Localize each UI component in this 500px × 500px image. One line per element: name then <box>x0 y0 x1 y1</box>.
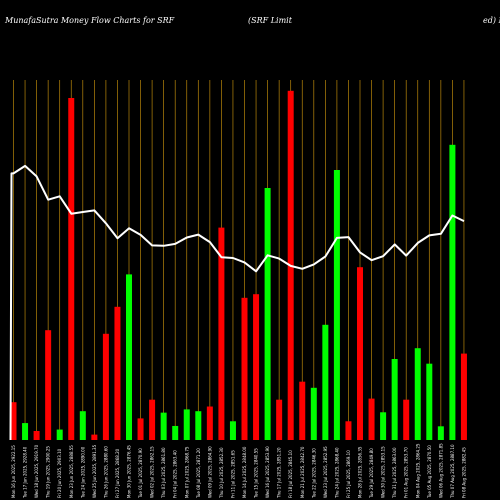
x-tick-label: Tue 05 Aug 2025, 2870.50 <box>427 445 432 499</box>
money-flow-bar <box>426 363 433 440</box>
x-tick-label: Mon 30 Jun 2025, 2876.45 <box>127 445 132 498</box>
x-tick-label: Tue 24 Jun 2025, 2890.00 <box>80 446 85 499</box>
x-tick-label: Fri 18 Jul 2025, 2845.10 <box>288 450 293 498</box>
x-tick-label: Thu 31 Jul 2025, 2863.00 <box>392 447 397 499</box>
x-tick-label: Thu 03 Jul 2025, 2861.80 <box>161 447 166 499</box>
x-tick-label: Thu 17 Jul 2025, 2851.20 <box>277 447 282 499</box>
money-flow-bar <box>449 144 456 441</box>
chart-title: MunafaSutra Money Flow Charts for SRF <box>4 16 175 25</box>
money-flow-bar <box>345 421 352 440</box>
money-flow-bar <box>414 348 421 440</box>
x-tick-label: Fri 04 Jul 2025, 2863.40 <box>173 450 178 498</box>
money-flow-bar <box>137 418 144 440</box>
money-flow-bar <box>183 409 190 440</box>
x-tick-label: Thu 26 Jun 2025, 2880.60 <box>103 446 108 499</box>
company-name: (SRF Limit <box>248 16 293 25</box>
money-flow-bar <box>403 399 410 440</box>
money-flow-bar <box>102 333 109 440</box>
money-flow-bar <box>56 429 63 440</box>
x-tick-label: Mon 16 Jun 2025, 2922.15 <box>11 445 16 498</box>
money-flow-bar <box>357 267 363 440</box>
x-tick-label: Fri 20 Jun 2025, 2903.10 <box>57 448 62 498</box>
x-tick-label: Thu 07 Aug 2025, 2887.10 <box>450 444 455 499</box>
money-flow-bar <box>460 353 467 440</box>
x-tick-label: Wed 02 Jul 2025, 2862.15 <box>150 446 155 498</box>
money-flow-bar <box>149 399 156 440</box>
company-name-tail: ed) M <box>483 16 500 25</box>
money-flow-bar <box>322 324 329 440</box>
money-flow-bar <box>310 387 317 440</box>
x-tick-label: Mon 23 Jun 2025, 2888.55 <box>69 445 74 498</box>
x-tick-label: Tue 29 Jul 2025, 2849.80 <box>369 448 374 499</box>
x-tick-label: Mon 21 Jul 2025, 2842.70 <box>300 446 305 498</box>
x-tick-label: Thu 19 Jun 2025, 2900.25 <box>46 446 51 499</box>
money-flow-bar <box>253 294 260 440</box>
x-tick-label: Wed 25 Jun 2025, 2891.35 <box>92 444 97 498</box>
money-flow-bar <box>229 421 236 440</box>
price-line <box>9 164 465 441</box>
x-tick-label: Mon 07 Jul 2025, 2868.75 <box>184 446 189 498</box>
money-flow-bar <box>299 381 306 440</box>
x-tick-label: Tue 15 Jul 2025, 2840.55 <box>254 448 259 499</box>
price-line-layer <box>9 164 465 441</box>
x-axis-tick-labels: Mon 16 Jun 2025, 2922.15 Tue 17 Jun 2025,… <box>11 443 466 499</box>
x-tick-label: Tue 22 Jul 2025, 2846.30 <box>311 448 316 499</box>
money-flow-bar <box>91 434 98 440</box>
x-tick-label: Wed 18 Jun 2025, 2919.70 <box>34 444 39 498</box>
money-flow-bar <box>437 426 444 440</box>
money-flow-bar <box>368 398 375 440</box>
money-flow-bar <box>264 188 271 440</box>
money-flow-bar <box>22 423 29 440</box>
x-tick-label: Fri 01 Aug 2025, 2853.70 <box>404 447 409 498</box>
x-tick-label: Wed 16 Jul 2025, 2853.90 <box>265 446 270 498</box>
x-tick-label: Fri 08 Aug 2025, 2882.45 <box>461 447 466 498</box>
x-tick-label: Wed 30 Jul 2025, 2853.15 <box>381 446 386 498</box>
money-flow-bar <box>195 411 202 440</box>
money-flow-bar <box>33 431 40 440</box>
x-tick-label: Tue 01 Jul 2025, 2870.90 <box>138 448 143 499</box>
money-flow-bar <box>160 412 167 440</box>
x-tick-label: Mon 28 Jul 2025, 2856.35 <box>358 446 363 498</box>
money-flow-bar <box>10 402 17 440</box>
money-flow-bar <box>172 425 179 440</box>
money-flow-bar <box>380 412 387 440</box>
money-flow-bar <box>241 297 248 440</box>
money-flow-bar <box>68 98 75 440</box>
money-flow-bar <box>391 359 398 440</box>
x-tick-label: Thu 10 Jul 2025, 2852.30 <box>219 447 224 499</box>
money-flow-bar <box>114 306 121 440</box>
money-flow-bar <box>126 274 132 440</box>
x-tick-label: Wed 09 Jul 2025, 2864.90 <box>207 446 212 498</box>
x-tick-label: Fri 11 Jul 2025, 2851.65 <box>230 450 235 498</box>
x-tick-label: Wed 23 Jul 2025, 2852.95 <box>323 446 328 498</box>
x-tick-label: Fri 25 Jul 2025, 2869.10 <box>346 450 351 498</box>
x-tick-label: Fri 27 Jun 2025, 2868.20 <box>115 448 120 498</box>
money-flow-bar <box>45 330 52 440</box>
money-flow-bar <box>79 411 86 440</box>
money-flow-bar <box>206 406 213 440</box>
money-flow-bar <box>333 170 340 440</box>
money-flow-bar <box>218 227 225 440</box>
x-tick-label: Thu 24 Jul 2025, 2868.40 <box>334 447 339 499</box>
x-tick-label: Mon 04 Aug 2025, 2864.25 <box>415 443 420 498</box>
x-tick-label: Tue 17 Jun 2025, 2928.40 <box>23 446 28 499</box>
x-tick-label: Wed 06 Aug 2025, 2871.85 <box>438 443 443 498</box>
x-tick-label: Tue 08 Jul 2025, 2871.20 <box>196 448 201 499</box>
x-tick-label: Mon 14 Jul 2025, 2848.00 <box>242 446 247 498</box>
money-flow-bar <box>276 399 283 440</box>
